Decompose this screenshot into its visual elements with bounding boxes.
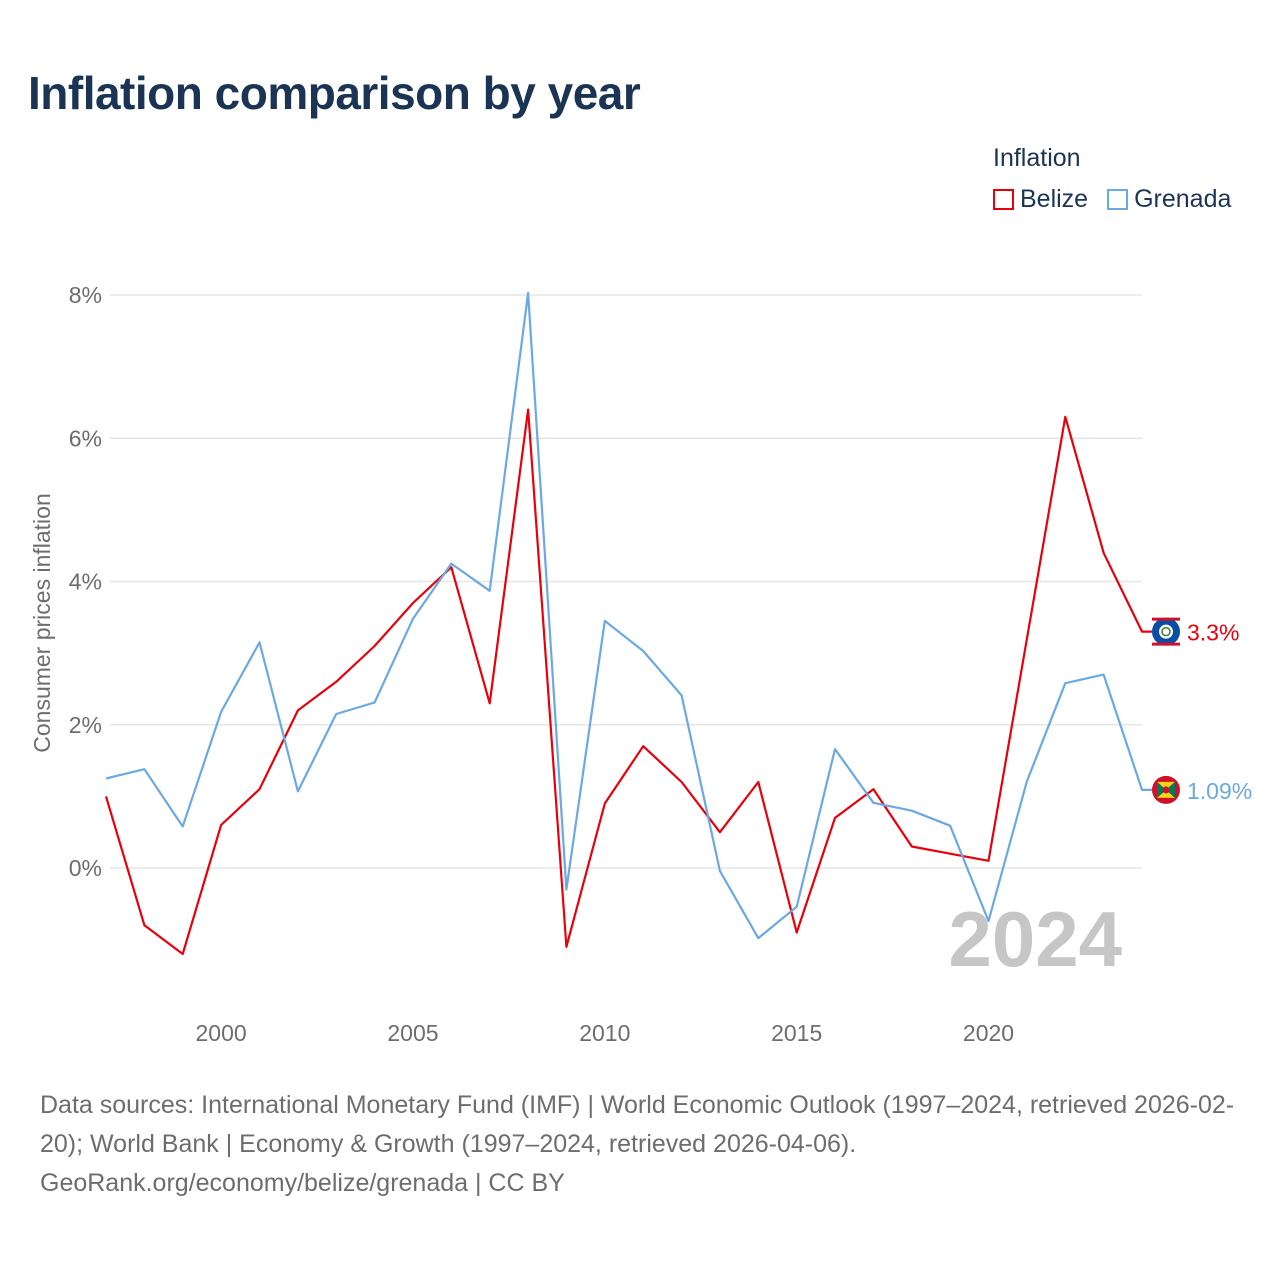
line-chart: 0% 2% 4% 6% 8% 2000 2005 2010 2015 2020 2024 3.3%… (29, 282, 1252, 1046)
flag-triangle-right (1166, 781, 1175, 798)
end-label-belize: 3.3% (1187, 620, 1239, 646)
legend-swatch-belize (993, 189, 1014, 210)
axes: 0% 2% 4% 6% 8% 2000 2005 2010 2015 2020 (69, 282, 1014, 1046)
legend-swatch-grenada (1107, 189, 1129, 210)
series-lines (104, 291, 1152, 956)
y-tick-label: 8% (69, 282, 102, 308)
legend-label-belize: Belize (1020, 185, 1089, 213)
legend-item-belize[interactable]: Belize (993, 185, 1088, 214)
flag-center-disc (1162, 786, 1170, 794)
end-marker-belize (1152, 617, 1180, 646)
legend-item-grenada[interactable]: Grenada (1107, 185, 1231, 214)
end-label-grenada: 1.09% (1187, 778, 1252, 804)
sources-line-1: Data sources: International Monetary Fun… (40, 1091, 1198, 1119)
legend-title: Inflation (993, 144, 1081, 172)
flag-emblem (1159, 624, 1173, 639)
flag-stripe-top (1152, 617, 1180, 621)
x-tick-label: 2015 (771, 1020, 822, 1046)
x-tick-label: 2005 (387, 1020, 438, 1046)
chart-title: Inflation comparison by year (28, 67, 641, 119)
x-tick-label: 2000 (196, 1020, 247, 1046)
end-marker-grenada (1152, 775, 1180, 804)
y-tick-label: 2% (69, 712, 102, 738)
sources-link[interactable]: GeoRank.org/economy/belize/grenada | CC … (40, 1169, 565, 1197)
y-tick-label: 6% (69, 425, 102, 451)
x-tick-label: 2020 (963, 1020, 1014, 1046)
end-markers: 3.3% 1.09% (1152, 617, 1252, 804)
flag-triangle-top (1157, 781, 1175, 790)
year-watermark: 2024 (948, 895, 1122, 983)
y-axis-label: Consumer prices inflation (29, 493, 55, 753)
gridlines (110, 294, 1142, 869)
flag-triangle-left (1157, 781, 1166, 798)
series-line-belize (104, 408, 1152, 956)
sources-line-2: 02-20); World Bank | Economy & Growth (1… (40, 1091, 1235, 1158)
flag-triangle-bottom (1157, 789, 1175, 798)
flag-stripe-bottom (1152, 642, 1180, 646)
legend: Belize Grenada (993, 185, 1250, 214)
series-line-grenada (105, 291, 1152, 940)
y-tick-label: 4% (69, 569, 102, 595)
legend-label-grenada: Grenada (1134, 185, 1232, 213)
data-sources: Data sources: International Monetary Fun… (40, 1086, 1255, 1203)
flag-emblem-ring (1161, 626, 1171, 637)
x-tick-label: 2010 (579, 1020, 630, 1046)
y-tick-label: 0% (69, 855, 102, 881)
